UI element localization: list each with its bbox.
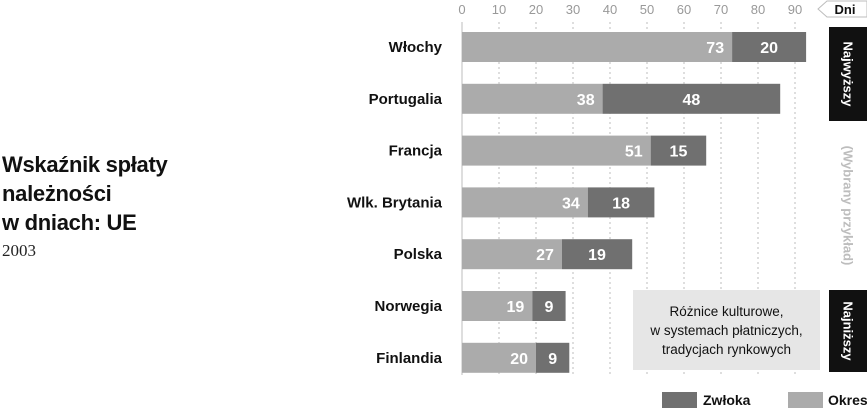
bar-value-label: 73 — [706, 40, 724, 57]
category-label: Włochy — [389, 39, 443, 56]
tick-label: 40 — [603, 2, 617, 17]
bar-value-label: 9 — [544, 299, 553, 316]
bar-value-label: 48 — [683, 92, 701, 109]
bar-zwloka — [602, 83, 781, 114]
bar-okres — [462, 83, 603, 114]
tick-label: 80 — [751, 2, 765, 17]
bar-value-label: 15 — [670, 144, 688, 161]
bar-value-label: 9 — [548, 351, 557, 368]
side-label: (Wybrany przykład) — [841, 146, 856, 266]
side-label-box — [829, 290, 867, 372]
legend: Zwłoka Okres — [662, 392, 867, 408]
bar-zwloka — [732, 32, 807, 62]
bar-okres — [462, 239, 562, 270]
legend-label-okres: Okres — [828, 392, 867, 408]
bar-zwloka — [536, 342, 570, 373]
category-label: Polska — [394, 246, 443, 263]
category-label: Portugalia — [369, 91, 443, 108]
legend-swatch-okres — [788, 392, 823, 408]
bar-value-label: 38 — [577, 92, 595, 109]
side-label: Najniższy — [841, 301, 856, 361]
bar-value-label: 20 — [760, 40, 778, 57]
tick-label: 0 — [458, 2, 465, 17]
bar-okres — [462, 342, 536, 373]
tick-label: 60 — [677, 2, 691, 17]
legend-label-zwloka: Zwłoka — [703, 392, 751, 408]
tick-label: 50 — [640, 2, 654, 17]
unit-tab — [817, 0, 867, 18]
bar-value-label: 19 — [588, 247, 606, 264]
bar-okres — [462, 187, 588, 218]
bars — [462, 32, 807, 373]
bar-okres — [462, 32, 733, 62]
bar-value-label: 20 — [510, 351, 528, 368]
legend-swatch-zwloka — [662, 392, 697, 408]
tick-label: 90 — [788, 2, 802, 17]
title-block: Wskaźnik spłaty należności w dniach: UE … — [2, 150, 232, 261]
tick-label: 10 — [492, 2, 506, 17]
category-label: Wlk. Brytania — [347, 194, 443, 211]
bar-zwloka — [587, 187, 655, 218]
chart-title: Wskaźnik spłaty należności w dniach: UE — [2, 152, 168, 235]
tick-label: 30 — [566, 2, 580, 17]
unit-label: Dni — [835, 2, 856, 17]
bar-okres — [462, 135, 651, 166]
bar-zwloka — [650, 135, 707, 166]
side-label-box — [829, 27, 867, 121]
side-labels: Najwyższy (Wybrany przykład) Najniższy — [829, 27, 867, 372]
annotation-text: Różnice kulturowe, w systemach płatniczy… — [650, 303, 803, 357]
bar-value-label: 19 — [507, 299, 525, 316]
bar-zwloka — [561, 239, 633, 270]
category-label: Finlandia — [376, 350, 442, 367]
bar-okres — [462, 291, 533, 321]
side-label: Najwyższy — [841, 41, 856, 107]
chart-subtitle: 2003 — [2, 241, 36, 260]
category-label: Norwegia — [374, 298, 442, 315]
category-label: Francja — [389, 143, 443, 160]
bar-value-label: 27 — [536, 247, 554, 264]
side-label-box — [829, 123, 867, 288]
bar-zwloka — [532, 291, 566, 321]
tick-label: 70 — [714, 2, 728, 17]
bar-value-label: 51 — [625, 144, 643, 161]
bar-value-label: 34 — [562, 195, 580, 212]
bar-value-label: 18 — [612, 195, 630, 212]
annotation-box: Różnice kulturowe, w systemach płatniczy… — [633, 290, 820, 370]
tick-label: 20 — [529, 2, 543, 17]
labels: 0 10 20 30 40 50 60 70 80 90 Dni Włochy 73 20 Portugal… — [347, 0, 867, 368]
